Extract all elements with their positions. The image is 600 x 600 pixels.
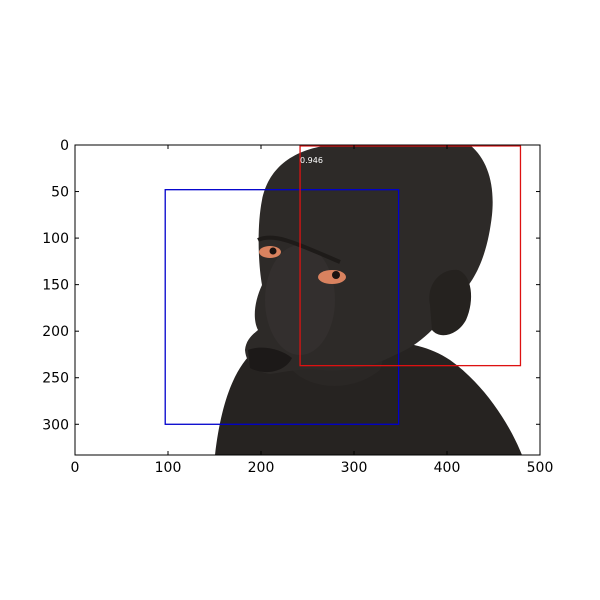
x-tick-label: 100: [155, 460, 182, 476]
axes-frame: [74, 144, 541, 456]
x-tick-label: 500: [527, 460, 554, 476]
x-tick-label: 400: [434, 460, 461, 476]
ear-shape: [429, 269, 472, 336]
right-pupil: [332, 271, 340, 279]
y-tick-label: 0: [60, 138, 69, 154]
y-tick-label: 100: [42, 231, 69, 247]
y-tick-label: 300: [42, 417, 69, 433]
y-tick-label: 150: [42, 278, 69, 294]
brow-line: [257, 235, 341, 264]
detection-box-blue: [164, 189, 400, 425]
x-tick-label: 300: [341, 460, 368, 476]
x-tick-label: 0: [71, 460, 80, 476]
axis-ticks: 0 100 200 300 400 500 0 50 100 150 200 250 300: [42, 138, 553, 476]
y-tick-label: 250: [42, 371, 69, 387]
right-eye: [318, 270, 346, 284]
detection-box-red: [299, 145, 522, 367]
left-pupil: [269, 247, 277, 255]
y-tick-label: 50: [51, 185, 69, 201]
x-tick-label: 200: [248, 460, 275, 476]
lips-shape: [248, 347, 292, 373]
portrait-photo: [215, 145, 522, 455]
detection-boxes: 0.946: [164, 145, 522, 425]
y-tick-label: 200: [42, 324, 69, 340]
score-label: 0.946: [300, 156, 323, 165]
